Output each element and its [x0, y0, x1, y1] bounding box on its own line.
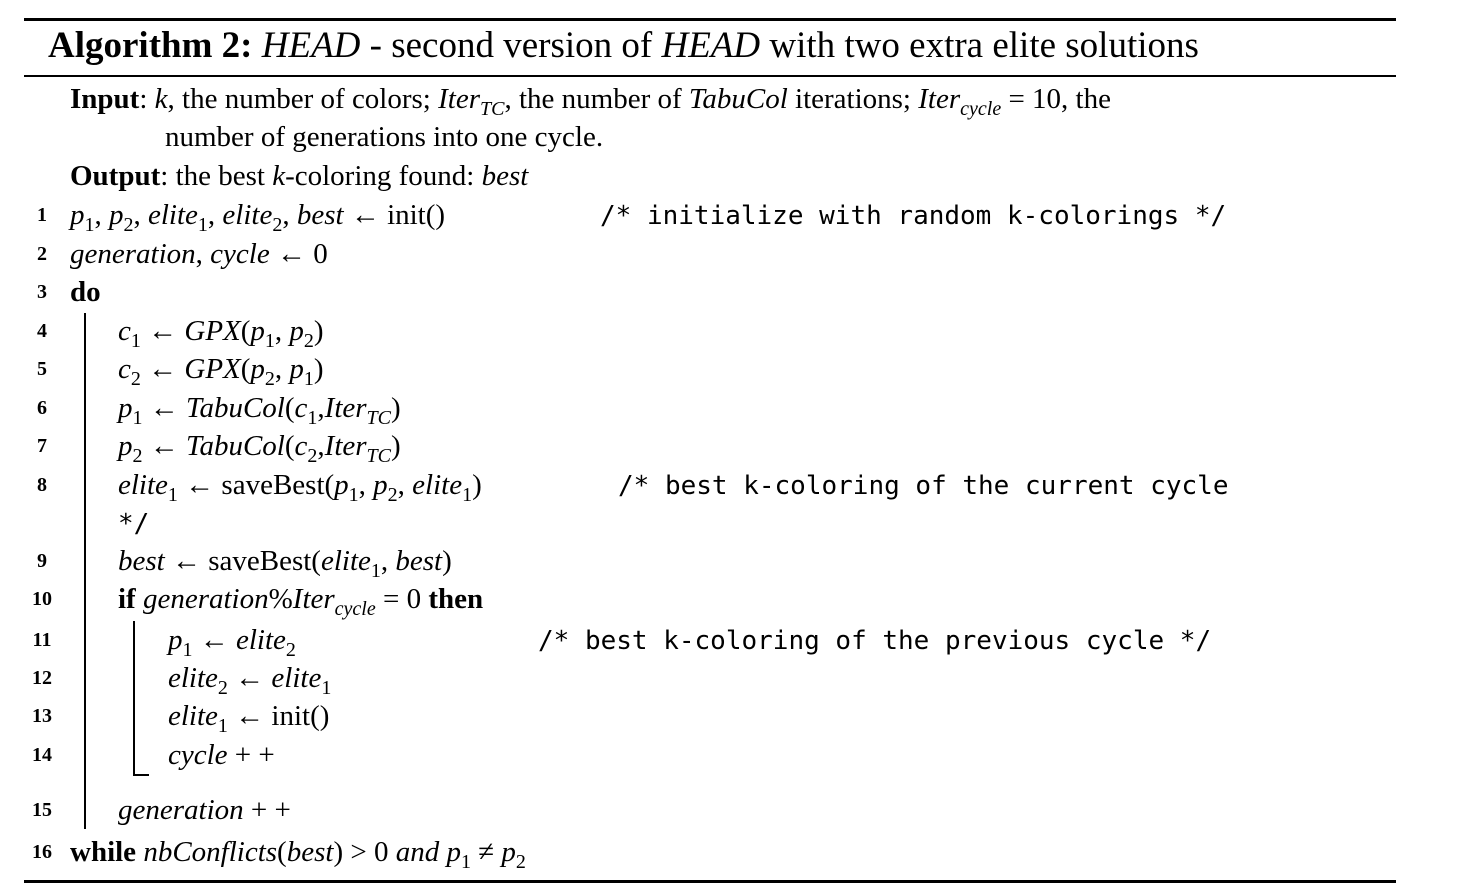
line-number: 16 — [32, 841, 52, 863]
if-block-end — [133, 774, 149, 776]
line-number: 2 — [37, 243, 47, 265]
line-number: 15 — [32, 799, 52, 821]
comment: /* best k-coloring of the current cycle — [618, 471, 1229, 501]
line-number: 6 — [37, 397, 47, 419]
line-number: 12 — [32, 667, 52, 689]
line-number: 11 — [32, 629, 52, 651]
line-number: 9 — [37, 550, 47, 572]
line-number: 1 — [37, 204, 47, 226]
line-number: 4 — [37, 320, 47, 342]
do-keyword: do — [70, 276, 101, 308]
algorithm-title: Algorithm 2: HEAD - second version of HE… — [48, 25, 1199, 66]
comment: /* initialize with random k-colorings */ — [600, 201, 1227, 231]
line-number: 7 — [37, 435, 47, 457]
algorithm-label: Algorithm 2: — [48, 25, 253, 66]
line-number: 5 — [37, 358, 47, 380]
bottom-rule — [24, 880, 1396, 883]
if-block-bar — [133, 621, 135, 776]
line-number: 8 — [37, 474, 47, 496]
line-number: 3 — [37, 281, 47, 303]
line-number: 13 — [32, 705, 52, 727]
do-block-bar — [84, 313, 86, 829]
algorithm-name: HEAD — [261, 25, 361, 66]
output-label: Output — [70, 160, 161, 192]
top-rule — [24, 18, 1396, 21]
header-rule — [24, 75, 1396, 77]
comment: /* best k-coloring of the previous cycle… — [538, 626, 1212, 656]
input-label: Input — [70, 83, 140, 115]
line-number: 14 — [32, 744, 52, 766]
line-number: 10 — [32, 588, 52, 610]
